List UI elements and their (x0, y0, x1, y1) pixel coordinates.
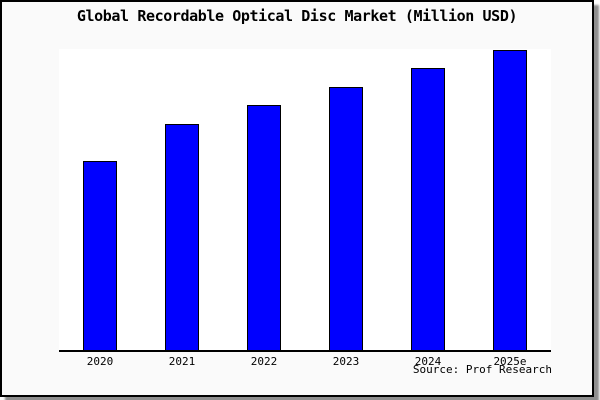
bar-2025e (493, 50, 527, 350)
x-tick-label-2023: 2023 (332, 355, 360, 368)
x-tick-label-2021: 2021 (168, 355, 196, 368)
x-tick-label-2025e: 2025e (493, 355, 527, 368)
bar-2024 (411, 68, 445, 350)
x-tick-label-2024: 2024 (414, 355, 442, 368)
source-credit: Source: Prof Research (412, 363, 552, 376)
bar-2020 (83, 161, 117, 350)
x-tick-label-2022: 2022 (250, 355, 278, 368)
bar-2023 (329, 87, 363, 350)
chart-title: Global Recordable Optical Disc Market (M… (76, 7, 518, 25)
bar-2022 (247, 105, 281, 350)
x-tick-label-2020: 2020 (86, 355, 114, 368)
plot-area: 2020 2021 2022 2023 2024 2025e (59, 49, 551, 368)
bar-2021 (165, 124, 199, 350)
